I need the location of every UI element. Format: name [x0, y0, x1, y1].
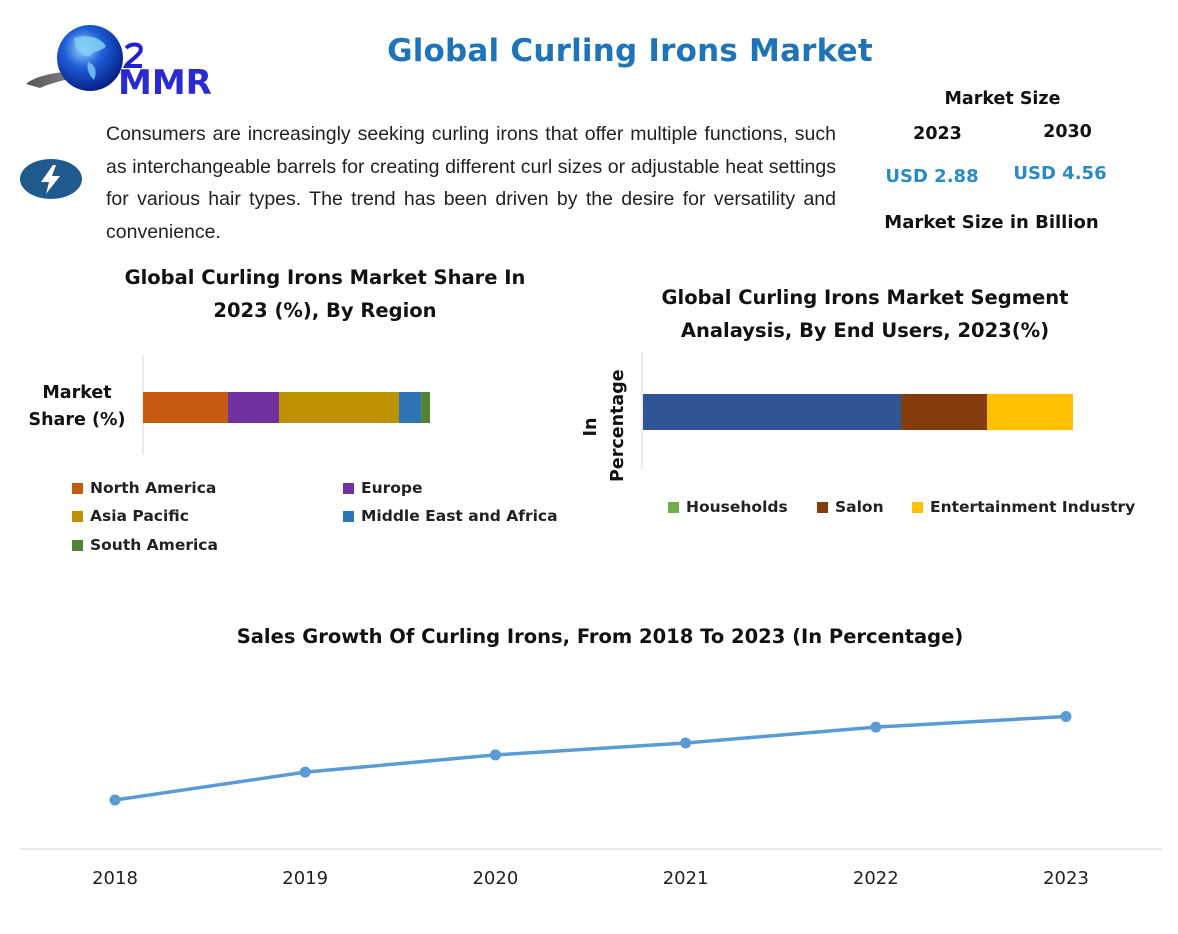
- region-legend-swatch: [72, 510, 83, 522]
- region-legend-item-europe: Europe: [343, 479, 423, 497]
- mmr-logo: MMR: [22, 22, 242, 103]
- region-legend-label: North America: [90, 479, 217, 497]
- sales-growth-line: [114, 714, 1067, 802]
- region-bar-middle-east-and-africa: [399, 392, 422, 423]
- sales-growth-point-2023: [1060, 711, 1072, 722]
- enduser-bar-households: [643, 394, 901, 430]
- sales-growth-title: Sales Growth Of Curling Irons, From 2018…: [236, 625, 964, 648]
- enduser-legend-label: Entertainment Industry: [930, 498, 1136, 516]
- x-tick-label-2019: 2019: [282, 868, 328, 889]
- market-size-value-start: USD 2.88: [885, 166, 979, 187]
- x-tick-label-2023: 2023: [1043, 868, 1089, 889]
- enduser-chart-title-line2: Analaysis, By End Users, 2023(%): [680, 319, 1050, 342]
- enduser-legend-item-salon: Salon: [817, 498, 884, 516]
- region-legend-label: Middle East and Africa: [361, 507, 558, 525]
- x-tick-label-2020: 2020: [472, 868, 518, 889]
- region-legend-swatch: [72, 482, 83, 494]
- sales-growth-line-chart: 2018 2019 2020 2021 2022 2023: [20, 711, 1162, 889]
- enduser-legend-swatch: [668, 501, 679, 513]
- enduser-legend-item-entertainment-industry: Entertainment Industry: [912, 498, 1135, 516]
- region-ylabel-line1: Market: [42, 383, 112, 403]
- sales-growth-point-2022: [870, 721, 882, 733]
- sales-growth-point-2021: [680, 737, 692, 749]
- sales-growth-point-2019: [299, 766, 311, 778]
- x-tick-label-2018: 2018: [92, 868, 138, 889]
- intro-paragraph: Consumers are increasingly seeking curli…: [106, 123, 836, 243]
- enduser-ylabel-line1: In: [581, 417, 601, 437]
- region-stacked-bar-chart: [142, 355, 430, 455]
- enduser-legend-swatch: [912, 501, 923, 513]
- enduser-legend-item-households: Households: [668, 498, 788, 516]
- lightning-bolt-icon: [19, 158, 83, 200]
- region-legend-item-north-america: North America: [72, 479, 216, 497]
- globe-logo-icon: MMR: [26, 25, 212, 103]
- logo-text: MMR: [118, 63, 212, 102]
- region-bar-south-america: [421, 392, 430, 423]
- region-legend-item-middle-east-and-africa: Middle East and Africa: [343, 507, 558, 525]
- sales-growth-point-2020: [489, 749, 501, 761]
- enduser-ylabel-line2: Percentage: [608, 369, 628, 482]
- region-legend-swatch: [72, 539, 83, 551]
- market-size-heading: Market Size: [944, 89, 1061, 109]
- enduser-chart-ylabel: In Percentage: [578, 369, 632, 482]
- market-size-year-start: 2023: [913, 124, 962, 144]
- region-ylabel-line2: Share (%): [28, 410, 126, 430]
- region-legend-swatch: [343, 482, 354, 494]
- sales-growth-point-2018: [109, 794, 121, 806]
- market-size-unit-note: Market Size in Billion: [884, 212, 1099, 233]
- enduser-bar-entertainment-industry: [987, 394, 1073, 430]
- region-chart-ylabel: Market Share (%): [22, 380, 132, 434]
- enduser-chart-title: Global Curling Irons Market Segment Anal…: [640, 281, 1090, 347]
- market-size-value-end: USD 4.56: [1013, 163, 1107, 184]
- enduser-stacked-bar-chart: [641, 352, 1073, 470]
- region-chart-title: Global Curling Irons Market Share In 202…: [100, 261, 550, 327]
- enduser-bar-salon: [901, 394, 987, 430]
- region-legend-label: South America: [90, 536, 218, 554]
- region-legend-label: Europe: [361, 479, 423, 497]
- x-tick-label-2022: 2022: [853, 868, 899, 889]
- enduser-legend-label: Households: [686, 498, 788, 516]
- region-bar-north-america: [143, 392, 228, 423]
- enduser-chart-title-line1: Global Curling Irons Market Segment: [661, 286, 1069, 309]
- region-legend-item-asia-pacific: Asia Pacific: [72, 507, 189, 525]
- region-legend-label: Asia Pacific: [90, 507, 189, 525]
- region-chart-title-line2: 2023 (%), By Region: [213, 299, 437, 322]
- region-chart-title-line1: Global Curling Irons Market Share In: [124, 266, 526, 289]
- region-legend-swatch: [343, 510, 354, 522]
- page-title: Global Curling Irons Market: [387, 33, 873, 69]
- market-size-year-end: 2030: [1043, 122, 1092, 142]
- region-bar-europe: [227, 392, 280, 423]
- region-legend-item-south-america: South America: [72, 536, 218, 554]
- x-tick-label-2021: 2021: [663, 868, 709, 889]
- enduser-legend-label: Salon: [835, 498, 884, 516]
- enduser-legend-swatch: [817, 501, 828, 513]
- region-bar-asia-pacific: [279, 392, 400, 423]
